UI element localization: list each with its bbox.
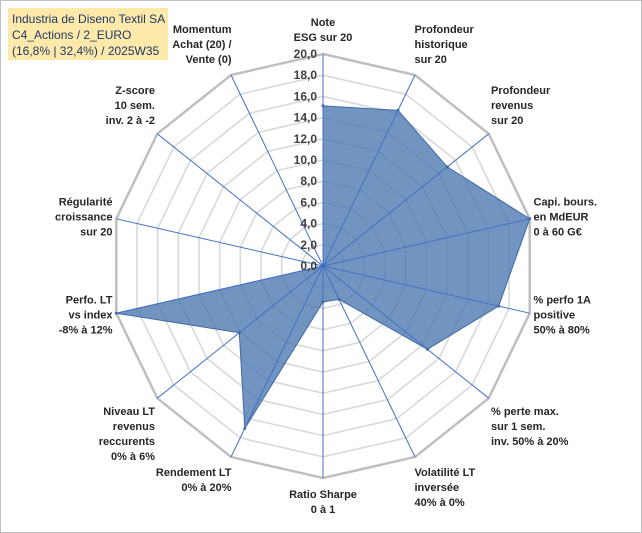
axis-label: Z-score 10 sem. inv. 2 à -2 (106, 85, 155, 127)
data-point (321, 300, 325, 304)
axis-label: Profondeur historique sur 20 (415, 24, 475, 66)
axis-label: Rendement LT 0% à 20% (156, 467, 232, 494)
axis-spoke (322, 265, 416, 458)
axis-spoke (322, 265, 490, 399)
axis-spoke (322, 74, 416, 267)
axis-label: Régularité croissance sur 20 (55, 197, 112, 239)
data-point (321, 104, 325, 108)
axis-label: Capi. bours. en MdEUR 0 à 60 G€ (534, 197, 598, 239)
axis-label: Niveau LT revenus reccurents 0% à 6% (99, 406, 156, 463)
axis-spoke (322, 218, 530, 267)
axis-label: % perfo 1A positive 50% à 80% (534, 295, 592, 337)
data-point (243, 426, 247, 430)
axis-spoke (156, 133, 324, 267)
data-point (425, 347, 429, 351)
chart-title-category: C4_Actions / 2_EURO (12, 28, 132, 42)
axis-label: Profondeur revenus sur 20 (491, 85, 551, 127)
data-point (337, 297, 341, 301)
axis-spoke (116, 265, 324, 314)
axis-spoke (322, 265, 530, 314)
radial-tick-label: 0,0 (300, 259, 317, 273)
axis-label: Note ESG sur 20 (294, 17, 353, 44)
radial-tick-label: 2,0 (300, 238, 317, 252)
data-point (445, 165, 449, 169)
axis-label: Ratio Sharpe 0 à 1 (289, 489, 357, 516)
radial-tick-label: 18,0 (294, 68, 318, 82)
data-point (528, 217, 532, 221)
radial-tick-label: 12,0 (294, 132, 318, 146)
axis-label: Momentum Achat (20) / Vente (0) (172, 24, 232, 66)
radial-tick-label: 8,0 (300, 174, 317, 188)
chart-title-period: (16,8% | 32,4%) / 2025W35 (12, 44, 160, 58)
axis-label: Volatilité LT inversée 40% à 0% (415, 467, 476, 509)
data-point (497, 304, 501, 308)
radial-tick-label: 6,0 (300, 195, 317, 209)
radial-tick-label: 14,0 (294, 111, 318, 125)
data-point (396, 108, 400, 112)
chart-title-company: Industria de Diseno Textil SA (12, 12, 166, 26)
axis-label: % perte max. sur 1 sem. inv. 50% à 20% (491, 406, 569, 448)
axis-spoke (322, 133, 490, 267)
data-point (237, 331, 241, 335)
radial-tick-label: 4,0 (300, 217, 317, 231)
radial-tick-label: 16,0 (294, 89, 318, 103)
radial-tick-label: 10,0 (294, 153, 318, 167)
data-point (321, 264, 325, 268)
axis-label: Perfo. LT vs index -8% à 12% (59, 295, 114, 337)
radial-tick-label: 20,0 (294, 47, 318, 61)
axis-spoke (230, 265, 324, 458)
axis-spoke (116, 218, 324, 267)
chart-title-box: Industria de Diseno Textil SA C4_Actions… (8, 8, 168, 60)
data-point (114, 311, 118, 315)
axis-spoke (230, 74, 324, 267)
